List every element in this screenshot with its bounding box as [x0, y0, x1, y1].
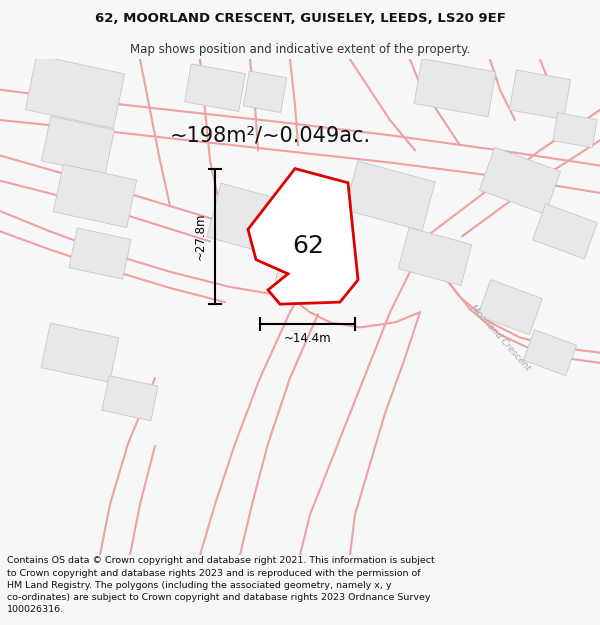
Text: 62, MOORLAND CRESCENT, GUISELEY, LEEDS, LS20 9EF: 62, MOORLAND CRESCENT, GUISELEY, LEEDS, …: [95, 12, 505, 25]
Polygon shape: [102, 376, 158, 421]
Text: Map shows position and indicative extent of the property.: Map shows position and indicative extent…: [130, 42, 470, 56]
Polygon shape: [509, 70, 571, 119]
Polygon shape: [207, 183, 303, 259]
Text: ~14.4m: ~14.4m: [284, 332, 331, 346]
Polygon shape: [41, 116, 115, 174]
Text: 62: 62: [292, 234, 324, 259]
Text: ~198m²/~0.049ac.: ~198m²/~0.049ac.: [169, 125, 371, 145]
Polygon shape: [53, 164, 137, 228]
Polygon shape: [523, 330, 577, 376]
Polygon shape: [553, 112, 597, 148]
Polygon shape: [533, 204, 598, 259]
Polygon shape: [69, 228, 131, 279]
Text: ~27.8m: ~27.8m: [194, 213, 207, 260]
Polygon shape: [275, 237, 345, 297]
Polygon shape: [248, 169, 358, 304]
Polygon shape: [345, 161, 435, 231]
Polygon shape: [479, 148, 560, 214]
Polygon shape: [478, 279, 542, 335]
Text: Moorland Crescent: Moorland Crescent: [468, 303, 532, 372]
Polygon shape: [414, 59, 496, 117]
Polygon shape: [398, 228, 472, 286]
Text: Contains OS data © Crown copyright and database right 2021. This information is : Contains OS data © Crown copyright and d…: [7, 556, 435, 614]
Polygon shape: [25, 55, 125, 128]
Polygon shape: [41, 323, 119, 382]
Polygon shape: [185, 64, 245, 111]
Polygon shape: [243, 71, 287, 112]
